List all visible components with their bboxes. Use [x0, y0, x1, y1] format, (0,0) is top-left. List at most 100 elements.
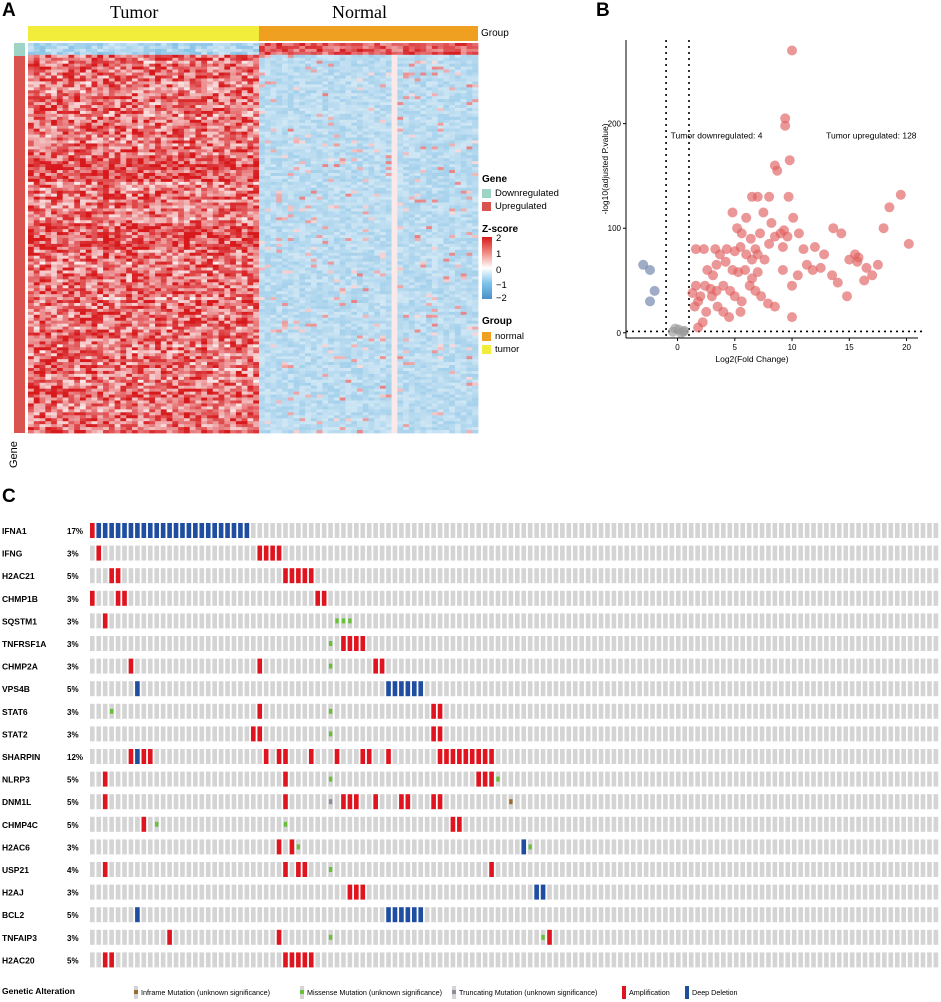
onco-gene-label-H2AJ: H2AJ: [2, 888, 24, 898]
legend-zscore-tick-m1: −1: [496, 280, 507, 291]
onco-missense-CHMP2A-37: [328, 663, 333, 669]
onco-missense-SQSTM1-38: [335, 618, 339, 624]
volcano-point-up-42: [736, 296, 747, 307]
onco-gene-label-DNM1L: DNM1L: [2, 797, 31, 807]
volcano-point-up-59: [724, 312, 735, 323]
onco-pct-label-STAT2: 3%: [67, 730, 79, 739]
volcano-point-up-54: [697, 317, 708, 328]
heatmap-header-normal: Normal: [332, 2, 387, 22]
onco-missense-NLRP3-63: [496, 776, 500, 782]
onco-pct-label-BCL2: 5%: [67, 911, 79, 920]
legend-zscore-tick-2: 2: [496, 233, 502, 244]
onco-legend-label-0: Inframe Mutation (unknown significance): [141, 988, 270, 997]
panel-label-b: B: [596, 0, 610, 21]
volcano-point-up-83: [872, 259, 883, 270]
volcano-point-up-45: [756, 291, 767, 302]
heatmap-gene-label: Gene: [8, 441, 20, 468]
volcano-point-up-81: [859, 275, 870, 286]
onco-gene-label-H2AC21: H2AC21: [2, 571, 35, 581]
legend-group-item-normal: normal: [495, 331, 525, 342]
onco-gene-label-H2AC6: H2AC6: [2, 842, 30, 852]
onco-missense-H2AC6-68: [528, 844, 532, 850]
onco-gene-label-H2AC20: H2AC20: [2, 955, 35, 965]
onco-gene-label-NLRP3: NLRP3: [2, 775, 30, 785]
volcano-point-up-77: [842, 291, 852, 302]
onco-legend-label-1: Missense Mutation (unknown significance): [307, 988, 442, 997]
legend-zscore-colorbar: [482, 237, 492, 299]
legend-gene-swatch-up: [482, 202, 491, 211]
onco-gene-label-TNFRSF1A: TNFRSF1A: [2, 639, 46, 649]
onco-gene-label-SQSTM1: SQSTM1: [2, 616, 37, 626]
volcano-point-up-5: [772, 165, 783, 176]
volcano-point-up-64: [721, 244, 732, 255]
onco-pct-label-H2AC20: 5%: [67, 956, 79, 965]
volcano-point-up-61: [690, 244, 701, 255]
onco-pct-label-H2AJ: 3%: [67, 889, 79, 898]
volcano-point-up-25: [759, 254, 770, 265]
onco-gene-label-VPS4B: VPS4B: [2, 684, 30, 694]
volcano-point-up-86: [895, 189, 906, 200]
onco-missense-TNFAIP3-70: [541, 934, 545, 940]
onco-gene-label-IFNG: IFNG: [2, 549, 23, 559]
volcano-point-up-39: [718, 280, 729, 291]
volcano-point-up-76: [832, 277, 843, 288]
volcano-point-up-52: [689, 301, 700, 312]
onco-missense-SQSTM1-39: [341, 618, 346, 624]
onco-pct-label-H2AC21: 5%: [67, 572, 79, 581]
onco-row-VPS4B: [90, 681, 939, 697]
volcano-point-up-7: [752, 191, 763, 202]
heatmap-group-label: Group: [481, 28, 509, 39]
volcano-point-up-14: [745, 233, 756, 244]
heatmap-cells: [28, 43, 479, 434]
volcano-point-up-93: [807, 265, 818, 275]
legend-zscore-title: Z-score: [482, 224, 519, 235]
volcano-point-up-85: [884, 202, 895, 213]
onco-row-TNFAIP3: [90, 929, 939, 945]
volcano-point-up-91: [787, 280, 797, 291]
onco-gene-label-STAT6: STAT6: [2, 707, 28, 717]
volcano-point-up-12: [736, 228, 747, 239]
panel-label-a: A: [2, 0, 16, 21]
volcano-xtick-label-1: 5: [733, 343, 738, 352]
onco-pct-label-CHMP2A: 3%: [67, 663, 79, 672]
onco-row-STAT6: [90, 703, 939, 719]
volcano-point-up-72: [798, 244, 809, 255]
volcano-point-up-22: [793, 228, 804, 239]
onco-legend-label-4: Deep Deletion: [692, 988, 738, 997]
volcano-point-up-10: [758, 207, 769, 218]
gene-bar-up: [14, 56, 25, 433]
legend-zscore-tick-1: 1: [496, 249, 502, 260]
onco-pct-label-STAT6: 3%: [67, 708, 79, 717]
volcano-point-up-9: [727, 207, 738, 218]
onco-row-BCL2: [90, 907, 939, 923]
onco-missense-USP21-37: [328, 867, 333, 872]
onco-row-SQSTM1: [90, 613, 939, 629]
legend-group-title: Group: [482, 316, 512, 327]
onco-missense-STAT6-37: [328, 708, 333, 714]
volcano-point-up-88: [836, 228, 847, 239]
panel-label-c: C: [2, 486, 16, 507]
onco-pct-label-TNFRSF1A: 3%: [67, 640, 79, 649]
volcano-point-up-80: [852, 256, 863, 267]
onco-gene-label-CHMP2A: CHMP2A: [2, 662, 38, 672]
onco-row-IFNA1: [90, 523, 939, 538]
onco-row-DNM1L: [90, 794, 939, 810]
onco-row-NLRP3: [90, 771, 939, 787]
onco-row-TNFRSF1A: [90, 636, 939, 651]
onco-missense-STAT2-37: [328, 731, 333, 737]
volcano-annotation-down: Tumor downregulated: 4: [671, 131, 763, 141]
volcano-point-ns-4: [670, 323, 681, 334]
volcano-ytick-label-1: 100: [608, 224, 622, 233]
onco-pct-label-SQSTM1: 3%: [67, 617, 79, 626]
onco-missense-CHMP4C-30: [283, 821, 288, 827]
volcano-point-up-87: [903, 238, 914, 249]
onco-legend-label-2: Truncating Mutation (unknown significanc…: [459, 988, 597, 997]
onco-pct-label-IFNG: 3%: [67, 550, 79, 559]
onco-gene-label-BCL2: BCL2: [2, 910, 24, 920]
onco-row-CHMP1B: [90, 590, 939, 606]
volcano-point-up-98: [788, 212, 799, 223]
onco-legend-swatch-4: [685, 986, 689, 999]
group-bar-normal: [259, 26, 478, 41]
onco-gene-label-IFNA1: IFNA1: [2, 526, 27, 536]
